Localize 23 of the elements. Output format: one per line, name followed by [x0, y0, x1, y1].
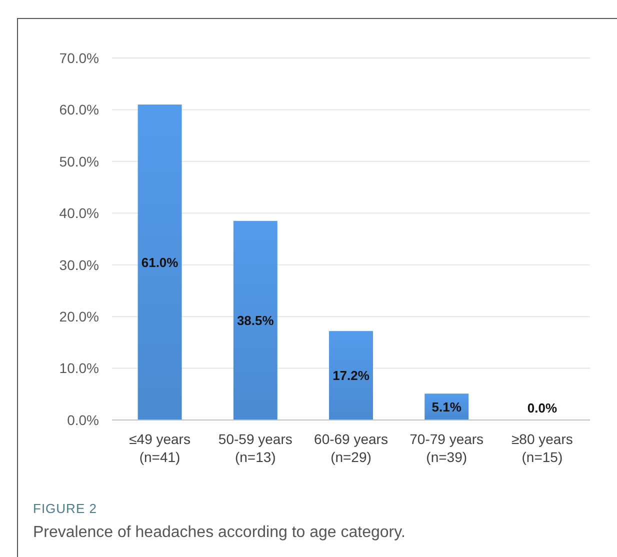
y-tick-label: 60.0% [59, 102, 99, 118]
text: Prevalence of headaches according to age category. [33, 524, 406, 541]
data-label: 61.0% [141, 254, 179, 270]
x-tick-label: 70-79 years (n=39) [410, 431, 484, 465]
x-tick-label: ≤49 years (n=41) [129, 431, 190, 465]
x-tick-label: 50-59 years (n=13) [218, 431, 292, 465]
bar [233, 220, 278, 420]
x-tick-label: 60-69 years (n=29) [314, 431, 388, 465]
bar [138, 104, 182, 420]
y-tick-label: 20.0% [59, 308, 99, 324]
bar [329, 331, 373, 420]
data-label: 0.0% [527, 400, 558, 416]
caption: FIGURE 2 [33, 501, 97, 516]
y-tick-label: 0.0% [67, 412, 99, 428]
y-tick-label: 40.0% [59, 205, 99, 222]
data-label: 5.1% [432, 399, 462, 414]
y-tick-label: 70.0% [59, 50, 99, 66]
data-label: 38.5% [236, 313, 274, 328]
x-tick-label: ≥80 years (n=15) [512, 431, 573, 465]
data-label: 17.2% [332, 368, 370, 384]
y-tick-label: 50.0% [59, 153, 99, 170]
y-tick-label: 30.0% [59, 256, 99, 273]
y-tick-label: 10.0% [59, 360, 99, 376]
